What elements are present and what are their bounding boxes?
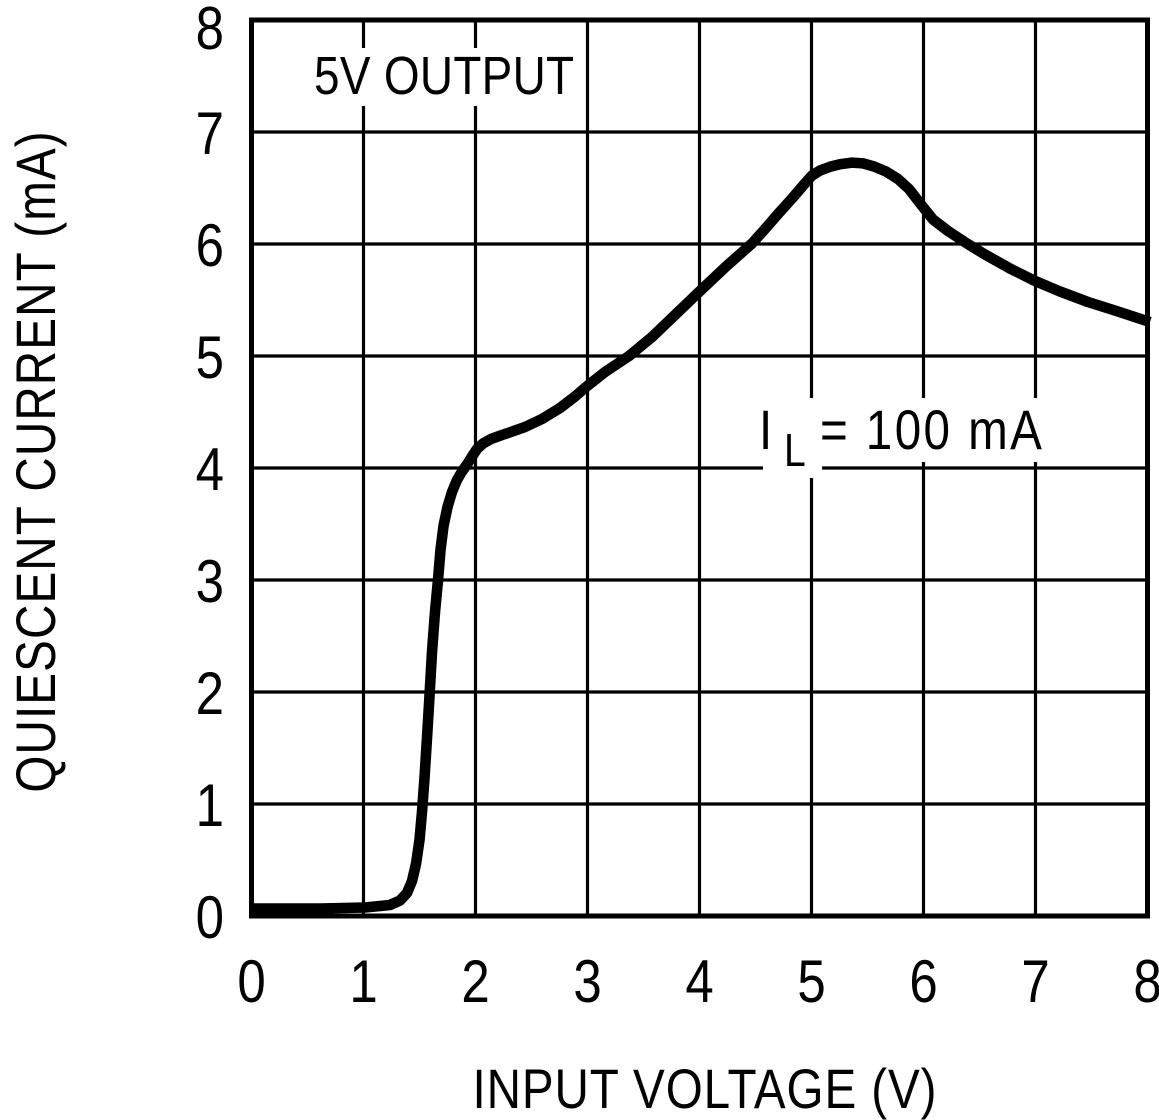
svg-text:2: 2 [196,660,224,727]
svg-text:6: 6 [196,212,224,279]
svg-text:3: 3 [196,548,224,615]
svg-text:4: 4 [685,948,713,1015]
svg-text:1: 1 [196,772,224,839]
svg-text:I: I [759,399,772,461]
svg-text:5: 5 [797,948,825,1015]
svg-text:8: 8 [196,0,224,62]
svg-text:6: 6 [909,948,937,1015]
svg-text:5: 5 [196,324,224,391]
svg-text:7: 7 [196,100,224,167]
svg-text:8: 8 [1133,948,1159,1015]
svg-text:4: 4 [196,436,224,503]
svg-text:7: 7 [1021,948,1049,1015]
svg-text:0: 0 [237,948,265,1015]
svg-text:1: 1 [349,948,377,1015]
svg-text:0: 0 [196,884,224,951]
svg-text:INPUT VOLTAGE (V): INPUT VOLTAGE (V) [472,1058,936,1120]
svg-text:5V OUTPUT: 5V OUTPUT [314,46,574,106]
svg-text:L: L [784,425,806,477]
svg-text:2: 2 [461,948,489,1015]
svg-text:= 100 mA: = 100 mA [820,399,1042,461]
svg-text:QUIESCENT CURRENT (mA): QUIESCENT CURRENT (mA) [5,131,67,792]
svg-text:3: 3 [573,948,601,1015]
